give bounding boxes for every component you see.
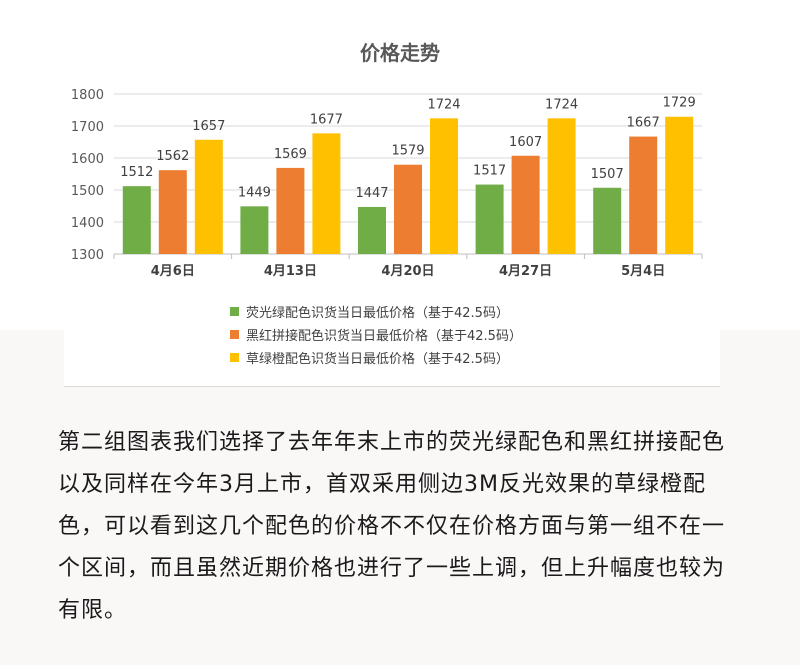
legend-label: 荧光绿配色识货当日最低价格（基于42.5码） xyxy=(246,305,509,321)
legend-swatch-yellow xyxy=(230,352,239,362)
legend-swatch-orange xyxy=(230,329,239,339)
data-label: 1607 xyxy=(509,135,542,150)
data-label: 1579 xyxy=(391,144,424,159)
data-label: 1517 xyxy=(473,164,506,179)
bar-series-3 xyxy=(430,118,458,254)
bar-series-3 xyxy=(312,133,341,254)
data-label: 1562 xyxy=(156,149,189,164)
data-label: 1507 xyxy=(591,167,624,182)
data-label: 1449 xyxy=(238,185,271,200)
bar-series-2 xyxy=(276,167,305,254)
data-label: 1729 xyxy=(663,96,696,111)
data-label: 1667 xyxy=(627,116,660,131)
x-tick-label: 4月27日 xyxy=(499,264,552,279)
data-label: 1724 xyxy=(545,97,578,112)
legend-swatch-green xyxy=(230,306,239,316)
x-tick-label: 4月20日 xyxy=(381,264,434,279)
data-label: 1677 xyxy=(310,112,343,127)
bar-series-1 xyxy=(240,206,269,254)
legend-item-series-1: 荧光绿配色识货当日最低价格（基于42.5码） xyxy=(230,301,509,321)
data-label: 1447 xyxy=(355,186,388,201)
bar-series-2 xyxy=(629,136,658,254)
bar-series-2 xyxy=(158,170,187,254)
bar-series-1 xyxy=(475,184,504,254)
bars xyxy=(122,116,694,254)
bar-series-2 xyxy=(511,155,540,254)
y-tick-label: 1700 xyxy=(71,120,104,135)
bar-series-1 xyxy=(593,187,622,254)
x-tick-label: 4月6日 xyxy=(151,264,195,279)
y-tick-label: 1800 xyxy=(71,88,104,103)
bar-series-3 xyxy=(547,118,576,254)
data-label: 1512 xyxy=(120,165,153,180)
bar-series-2 xyxy=(394,164,422,254)
y-tick-label: 1500 xyxy=(71,184,104,199)
bar-series-1 xyxy=(122,186,151,254)
legend-item-series-3: 草绿橙配色识货当日最低价格（基于42.5码） xyxy=(230,347,509,367)
x-tick-label: 5月4日 xyxy=(621,264,665,279)
legend-label: 黑红拼接配色识货当日最低价格（基于42.5码） xyxy=(246,328,522,344)
legend: 荧光绿配色识货当日最低价格（基于42.5码） 黑红拼接配色识货当日最低价格（基于… xyxy=(64,300,720,387)
y-tick-label: 1400 xyxy=(71,216,104,231)
article-paragraph: 第二组图表我们选择了去年年末上市的荧光绿配色和黑红拼接配色以及同样在今年3月上市… xyxy=(58,430,726,623)
legend-label: 草绿橙配色识货当日最低价格（基于42.5码） xyxy=(246,351,509,367)
data-label: 1657 xyxy=(192,119,225,134)
legend-item-series-2: 黑红拼接配色识货当日最低价格（基于42.5码） xyxy=(230,324,522,344)
y-tick-label: 1300 xyxy=(71,248,104,263)
x-tick-label: 4月13日 xyxy=(264,264,317,279)
axes: 1300 1400 1500 1600 1700 1800 4月6日 4月13日 4月20日 4月… xyxy=(71,88,703,279)
bar-chart: 价格走势 1300 1400 1500 1600 1700 1800 4月6日 4月13日 4月… xyxy=(71,41,703,279)
chart-panel: 价格走势 1300 1400 1500 1600 1700 1800 4月6日 4月13日 4月… xyxy=(0,0,800,330)
data-label: 1569 xyxy=(274,147,307,162)
chart-title: 价格走势 xyxy=(360,41,440,65)
y-tick-label: 1600 xyxy=(71,152,104,167)
bar-series-1 xyxy=(358,206,386,254)
data-label: 1724 xyxy=(427,97,460,112)
bar-series-3 xyxy=(665,116,694,254)
bar-series-3 xyxy=(194,139,223,254)
